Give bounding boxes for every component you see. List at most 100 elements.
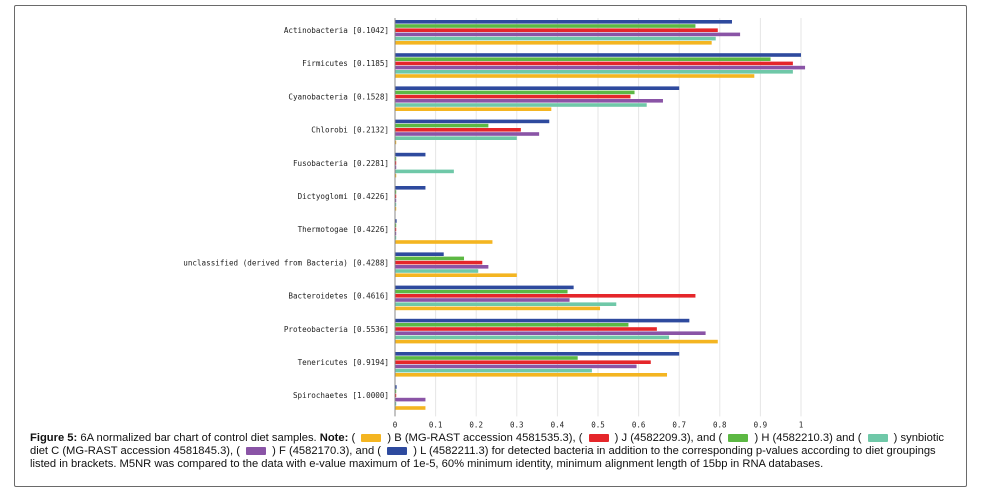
caption-part: ) H (4582210.3) and ( (751, 432, 865, 444)
figure-frame (14, 5, 967, 487)
bar (395, 323, 629, 327)
x-tick-label: 0 (393, 420, 398, 429)
bar (395, 373, 668, 377)
x-tick-label: 0.8 (713, 420, 727, 429)
bar (395, 227, 397, 232)
bar (395, 335, 670, 340)
bar (395, 352, 680, 356)
caption-part: ) B (MG-RAST accession 4581535.3), ( (384, 432, 586, 444)
bar (395, 90, 635, 95)
note-label: Note: (319, 432, 349, 444)
category-label: Actinobacteria [0.1042] (284, 26, 389, 35)
bar (395, 360, 651, 364)
bar (395, 252, 444, 256)
bar (395, 302, 617, 306)
x-tick-labels: 0 0.1 0.2 0.3 0.4 0.5 0.6 0.7 0.8 0.9 1 (393, 420, 804, 429)
category-label: Bacteroidetes [0.4616] (288, 292, 389, 301)
x-tick-label: 0.3 (510, 420, 524, 429)
bar (395, 28, 718, 32)
x-tick-label: 0.1 (429, 420, 443, 429)
bar (395, 99, 663, 103)
bar (395, 223, 397, 227)
bar (395, 94, 631, 99)
category-label: Spirochaetes [1.0000] (293, 391, 389, 400)
bar (395, 161, 397, 165)
bar (395, 393, 397, 398)
bar (395, 356, 578, 360)
bar (395, 136, 517, 140)
bar (395, 198, 397, 203)
bar (395, 53, 801, 57)
caption-intro: 6A normalized bar chart of control diet … (77, 432, 320, 444)
bar (395, 256, 465, 261)
category-label: Tenericutes [0.9194] (298, 358, 389, 367)
bar (395, 406, 426, 410)
category-label: Chlorobi [0.2132] (311, 126, 389, 135)
bar-chart: Actinobacteria [0.1042] Firmicutes [0.118… (183, 18, 806, 429)
bar (395, 140, 397, 145)
swatch-f (246, 447, 267, 455)
caption-part: ) synbiotic diet C (MG-RAST accession 45… (30, 432, 945, 457)
bar (395, 207, 397, 211)
bar (395, 169, 454, 174)
x-tick-label: 0.4 (551, 420, 565, 429)
bar (395, 306, 601, 311)
bar (395, 318, 690, 323)
bar (395, 32, 741, 37)
category-label: Proteobacteria [0.5536] (284, 325, 389, 334)
bar (395, 368, 592, 373)
bar (395, 86, 680, 90)
caption-part: ) F (4582170.3), and ( (269, 445, 385, 457)
bar (395, 385, 397, 389)
swatch-c (867, 434, 888, 442)
bar (395, 165, 397, 169)
category-label: Fusobacteria [0.2281] (293, 159, 389, 168)
swatch-h (728, 434, 749, 442)
bar (395, 128, 521, 132)
bar (395, 273, 517, 277)
bar (395, 36, 716, 41)
category-label: unclassified (derived from Bacteria) [0.… (183, 258, 389, 267)
bar (395, 41, 712, 45)
caption-part: ) L (4582211.3) for detected bacteria in… (30, 445, 936, 470)
bar (395, 190, 397, 194)
category-labels: Actinobacteria [0.1042] Firmicutes [0.118… (183, 26, 389, 400)
bar (395, 269, 479, 273)
bar (395, 65, 806, 70)
bar (395, 240, 493, 244)
bar (395, 364, 637, 369)
figure-label: Figure 5: (30, 432, 78, 444)
category-label: Dictyoglomi [0.4226] (298, 192, 389, 201)
bar (395, 231, 397, 236)
bar (395, 123, 489, 128)
category-label: Cyanobacteria [0.1528] (288, 92, 389, 101)
bar (395, 389, 397, 393)
bar (395, 107, 552, 111)
bar (395, 57, 771, 61)
bar (395, 327, 657, 331)
bar (395, 24, 696, 28)
bar (395, 265, 489, 269)
category-label: Firmicutes [0.1185] (302, 59, 389, 68)
bar (395, 202, 397, 207)
bar (395, 152, 426, 157)
bar (395, 132, 540, 136)
bar (395, 20, 732, 24)
caption-part: ( (348, 432, 359, 444)
bar (395, 236, 397, 240)
bar (395, 70, 793, 74)
bar (395, 103, 647, 107)
bar (395, 173, 397, 178)
swatch-l (387, 447, 408, 455)
x-tick-label: 0.5 (591, 420, 605, 429)
bar (395, 397, 426, 402)
bar (395, 260, 483, 265)
bars-group (395, 20, 806, 410)
bar (395, 74, 755, 78)
bar (395, 339, 718, 344)
x-tick-label: 0.9 (754, 420, 768, 429)
x-tick-label: 0.6 (632, 420, 646, 429)
x-tick-label: 0.2 (469, 420, 483, 429)
bar (395, 194, 397, 198)
caption-part: ) J (4582209.3), and ( (611, 432, 726, 444)
